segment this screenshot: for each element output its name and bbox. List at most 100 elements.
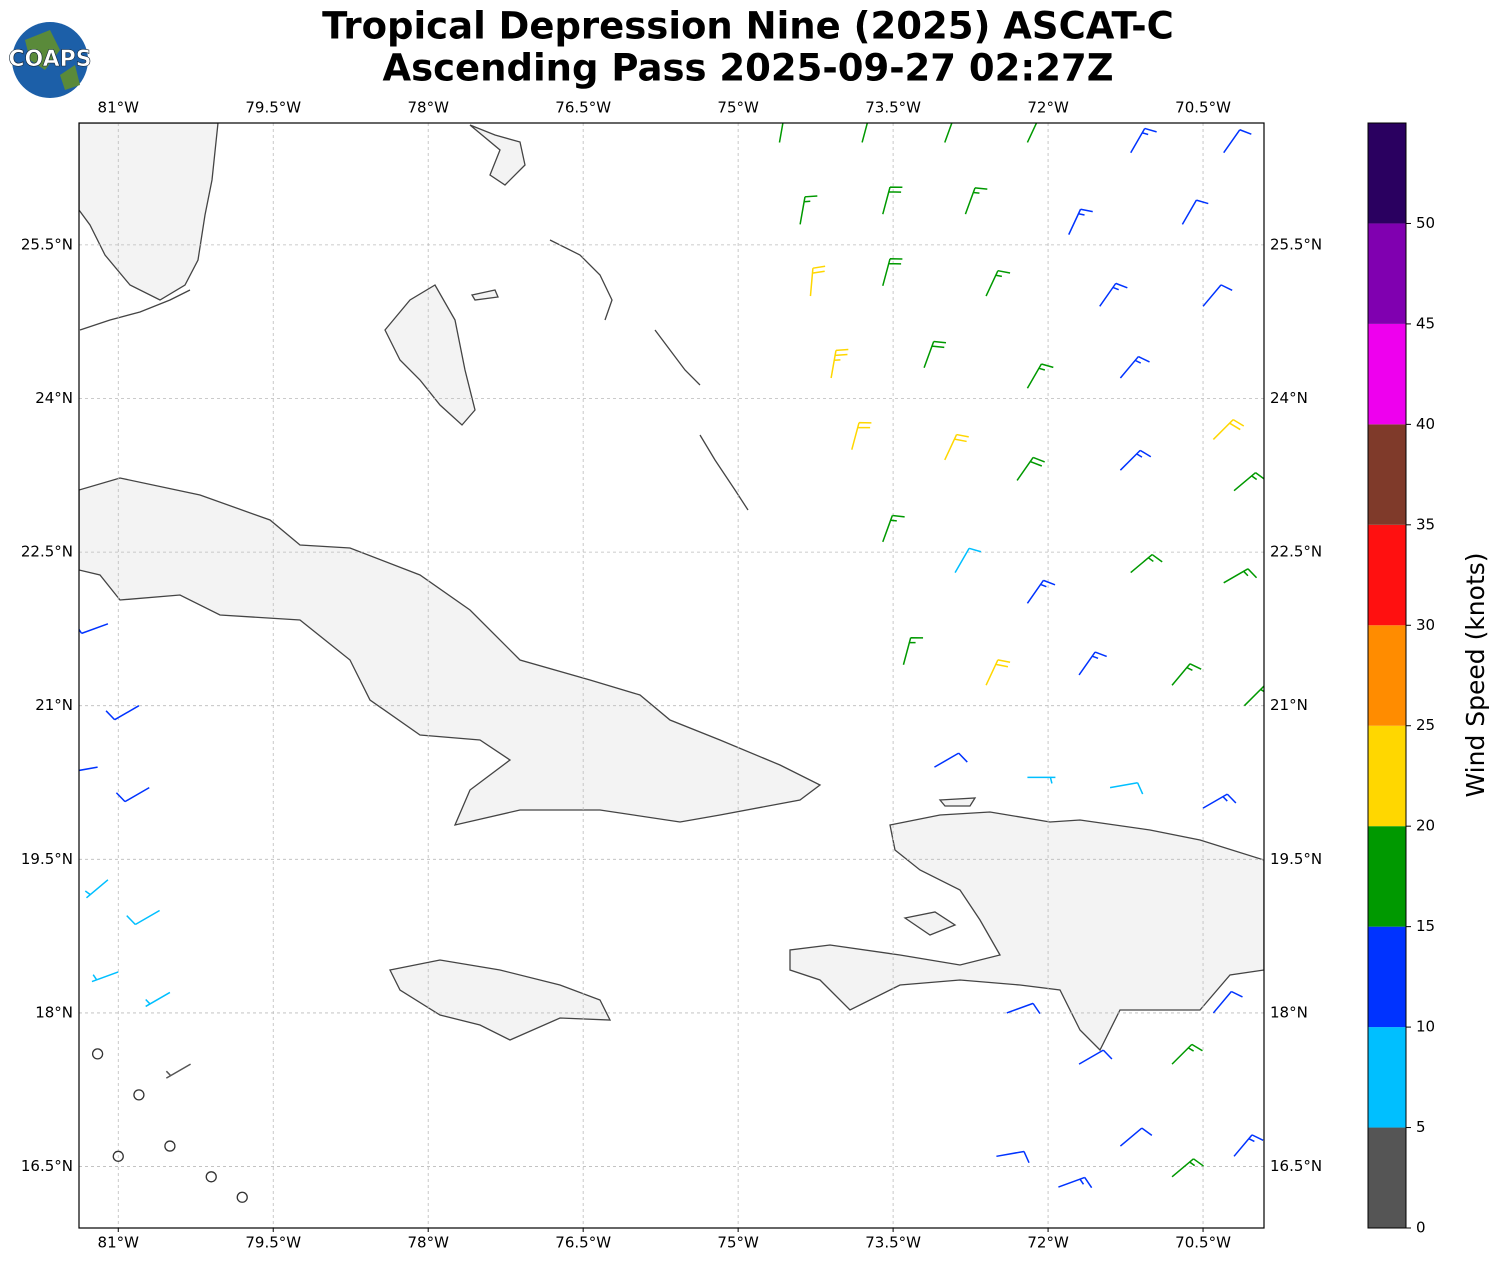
calm-circle [164,1140,176,1152]
barb-shape [1119,1127,1153,1147]
colorbar-segment [1368,826,1406,927]
colorbar-segment [1368,123,1406,224]
colorbar-tick-label: 10 [1416,1018,1435,1036]
colorbar-segment [1368,223,1406,324]
wind-barb [778,123,784,143]
barb-shape [1026,579,1056,604]
x-tick-label-top: 78°W [407,99,449,117]
x-tick-label-top: 70.5°W [1175,99,1231,117]
grand-bahama [469,124,526,186]
barb-shape [1078,1049,1113,1065]
calm-circle [91,1048,104,1060]
barb-shape [1130,553,1163,574]
barb-shape [1016,456,1045,481]
x-tick-label-top: 75°W [717,99,759,117]
calm-circle [112,1150,124,1162]
colorbar-tick-label: 45 [1416,314,1435,332]
barb-shape [1233,1134,1264,1157]
y-tick-label: 16.5°N [21,1157,73,1175]
barb-shape [1119,355,1150,379]
barb-shape [1026,123,1044,143]
barb-shape [1181,199,1209,225]
barb-shape [1223,129,1252,154]
barb-shape [882,514,905,543]
colorbar-segment [1368,323,1406,425]
colorbar-segment [1368,524,1406,626]
barb-shape [996,1150,1030,1164]
wind-barb [1171,1043,1203,1065]
wind-barb [809,265,826,297]
calm-circle [205,1171,217,1183]
wind-barb [1078,651,1107,676]
y-tick-label-right: 22.5°N [1270,543,1322,561]
wind-barb [1212,990,1243,1014]
x-tick-label-top: 72°W [1027,99,1069,117]
x-tick-label: 72°W [1027,1234,1069,1252]
wind-barb [145,991,171,1008]
barb-shape [1078,651,1107,676]
barb-shape [1171,663,1202,686]
colorbar-tick-label: 0 [1416,1219,1426,1237]
barb-shape [1202,284,1233,307]
wind-barb [1068,208,1093,235]
hispaniola [789,811,1264,1052]
barb-shape [1243,685,1264,707]
wind-barb [115,786,150,803]
subtitle: Ascending Pass 2025-09-27 02:27Z [382,47,1113,90]
barb-shape [882,186,903,215]
wind-barb [1223,568,1258,584]
y-tick-label-right: 24°N [1270,389,1308,407]
exuma [654,329,701,386]
wind-barb [1171,1158,1204,1178]
barb-shape [105,705,140,721]
barb-shape [923,340,947,369]
barb-shape [79,766,98,772]
wind-barb [1119,1127,1153,1147]
barb-shape [944,433,969,461]
wind-barb [84,879,109,899]
colorbar-tick-label: 20 [1416,817,1435,835]
wind-barb [1233,1134,1264,1157]
florida [79,123,219,301]
tortuga [938,797,977,807]
barb-shape [1027,776,1056,784]
wind-barb [1026,363,1054,389]
map-frame [78,122,1265,1229]
y-tick-label: 18°N [35,1003,73,1021]
barb-shape [799,195,818,225]
colorbar-label: Wind Speed (knots) [1461,552,1490,797]
wind-barb [799,195,818,225]
wind-barb [112,1150,124,1162]
barb-shape [1119,449,1152,471]
logo-text: COAPS [8,47,91,72]
wind-barb [1109,782,1144,795]
barb-shape [861,123,869,143]
x-tick-label-top: 73.5°W [865,99,921,117]
y-tick-label-right: 25.5°N [1270,235,1322,253]
colorbar-tick-label: 15 [1416,917,1435,935]
jamaica [389,959,612,1041]
wind-barb [1058,1176,1093,1189]
colorbar-segment [1368,625,1406,726]
wind-barb [882,186,903,215]
colorbar-tick-label: 50 [1416,214,1435,232]
keys [79,289,191,331]
barb-shape [115,786,150,803]
x-tick-label: 79.5°W [245,1234,301,1252]
calm-circle [133,1089,145,1101]
barb-shape [882,258,903,287]
wind-barb [205,1171,217,1183]
colorbar-frame [1367,122,1407,1229]
wind-barb [1130,127,1157,154]
wind-barb [923,340,947,369]
barb-shape [964,187,988,215]
wind-barb [1099,282,1128,307]
wind-barb [1027,776,1056,784]
wind-barb [1016,456,1045,481]
wind-barb [79,766,98,772]
colorbar-segment [1368,1127,1406,1228]
barb-shape [1171,1158,1204,1178]
barb-shape [985,659,1011,686]
barb-shape [1212,990,1243,1014]
wind-barb [1130,553,1163,574]
